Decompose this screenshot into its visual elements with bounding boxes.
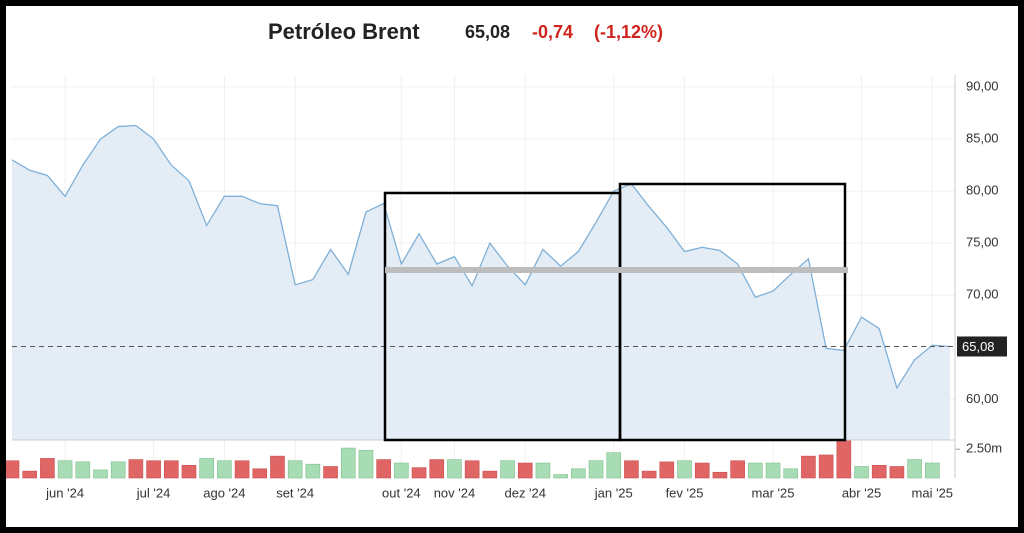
volume-bar: [818, 454, 834, 479]
volume-bar: [75, 461, 91, 479]
volume-bar: [234, 460, 250, 479]
volume-bar: [730, 460, 745, 479]
volume-bar: [287, 460, 303, 479]
x-tick-label: nov '24: [434, 485, 476, 500]
change-pct: (-1,12%): [594, 22, 663, 42]
volume-bar: [889, 466, 905, 479]
volume-bar: [305, 463, 321, 479]
y-tick-label: 70,00: [966, 287, 999, 302]
volume-bar: [854, 466, 869, 479]
volume-tick-label: 2.50m: [966, 441, 1002, 456]
x-tick-label: ago '24: [203, 485, 245, 500]
x-tick-label: mai '25: [912, 485, 954, 500]
x-tick-label: jan '25: [594, 485, 633, 500]
volume-bar: [146, 460, 161, 479]
volume-bar: [252, 468, 268, 479]
y-tick-label: 60,00: [966, 391, 999, 406]
y-tick-label: 75,00: [966, 235, 999, 250]
volume-bar: [57, 460, 73, 479]
volume-bar: [535, 462, 551, 479]
last-price-badge: [957, 336, 1007, 357]
volume-bar: [677, 460, 692, 479]
volume-bar: [712, 471, 728, 479]
change: -0,74: [532, 22, 573, 42]
volume-bar: [40, 458, 55, 479]
volume-bar: [323, 466, 338, 479]
volume-bar: [6, 460, 20, 479]
volume-bar: [641, 470, 657, 479]
volume-bar: [871, 465, 887, 479]
volume-bar: [925, 462, 940, 479]
volume-bar: [163, 460, 179, 479]
y-tick-label: 85,00: [966, 130, 999, 145]
plot: jun '24 jul '24 ago '24 set '24 out '24 nov '…: [6, 75, 1007, 500]
volume-bar: [624, 460, 639, 479]
last-price: 65,08: [465, 22, 510, 42]
volume-bar: [553, 474, 568, 479]
volume-bar: [110, 461, 126, 479]
x-tick-label: dez '24: [504, 485, 546, 500]
volume-bar: [783, 468, 799, 479]
area: [12, 125, 950, 441]
volume-bar: [340, 447, 356, 479]
volume-bar: [517, 462, 533, 479]
volume-bar: [482, 470, 498, 479]
volume-bar: [659, 461, 675, 479]
volume-bar: [801, 455, 816, 479]
volume-bar: [93, 469, 108, 479]
volume-bar: [394, 462, 409, 479]
volume-bar: [836, 439, 852, 479]
volume-bar: [181, 465, 197, 479]
volume-bar: [411, 467, 427, 479]
volume-bar: [270, 455, 285, 479]
volume-bar: [765, 462, 781, 479]
x-tick-label: fev '25: [666, 485, 704, 500]
volume-bar: [907, 459, 922, 479]
volume-bar: [694, 462, 710, 479]
x-tick-label: set '24: [276, 485, 314, 500]
y-tick-label: 80,00: [966, 183, 999, 198]
volume-bar: [571, 468, 586, 479]
x-tick-label: mar '25: [752, 485, 795, 500]
highlight-box: [618, 182, 847, 442]
y-tick-label: 90,00: [966, 78, 999, 93]
volume-bar: [464, 460, 480, 479]
volume-bar: [429, 459, 445, 479]
x-tick-label: jul '24: [136, 485, 171, 500]
volume-bar: [128, 459, 144, 479]
volume-bar: [606, 452, 622, 479]
volume-bar: [22, 470, 37, 479]
volume-bar: [358, 450, 374, 479]
x-tick-label: jun '24: [45, 485, 84, 500]
last-price-label: 65,08: [962, 339, 995, 354]
chart-title: Petróleo Brent: [268, 19, 420, 44]
volume-bar: [376, 459, 391, 479]
volume-bar: [217, 460, 232, 479]
x-tick-label: out '24: [382, 485, 421, 500]
x-tick-label: abr '25: [842, 485, 881, 500]
volume-bar: [500, 460, 515, 479]
volume-bar: [447, 459, 462, 479]
volume-bar: [748, 462, 763, 479]
volume-bar: [199, 458, 214, 479]
volume-bar: [588, 460, 604, 479]
